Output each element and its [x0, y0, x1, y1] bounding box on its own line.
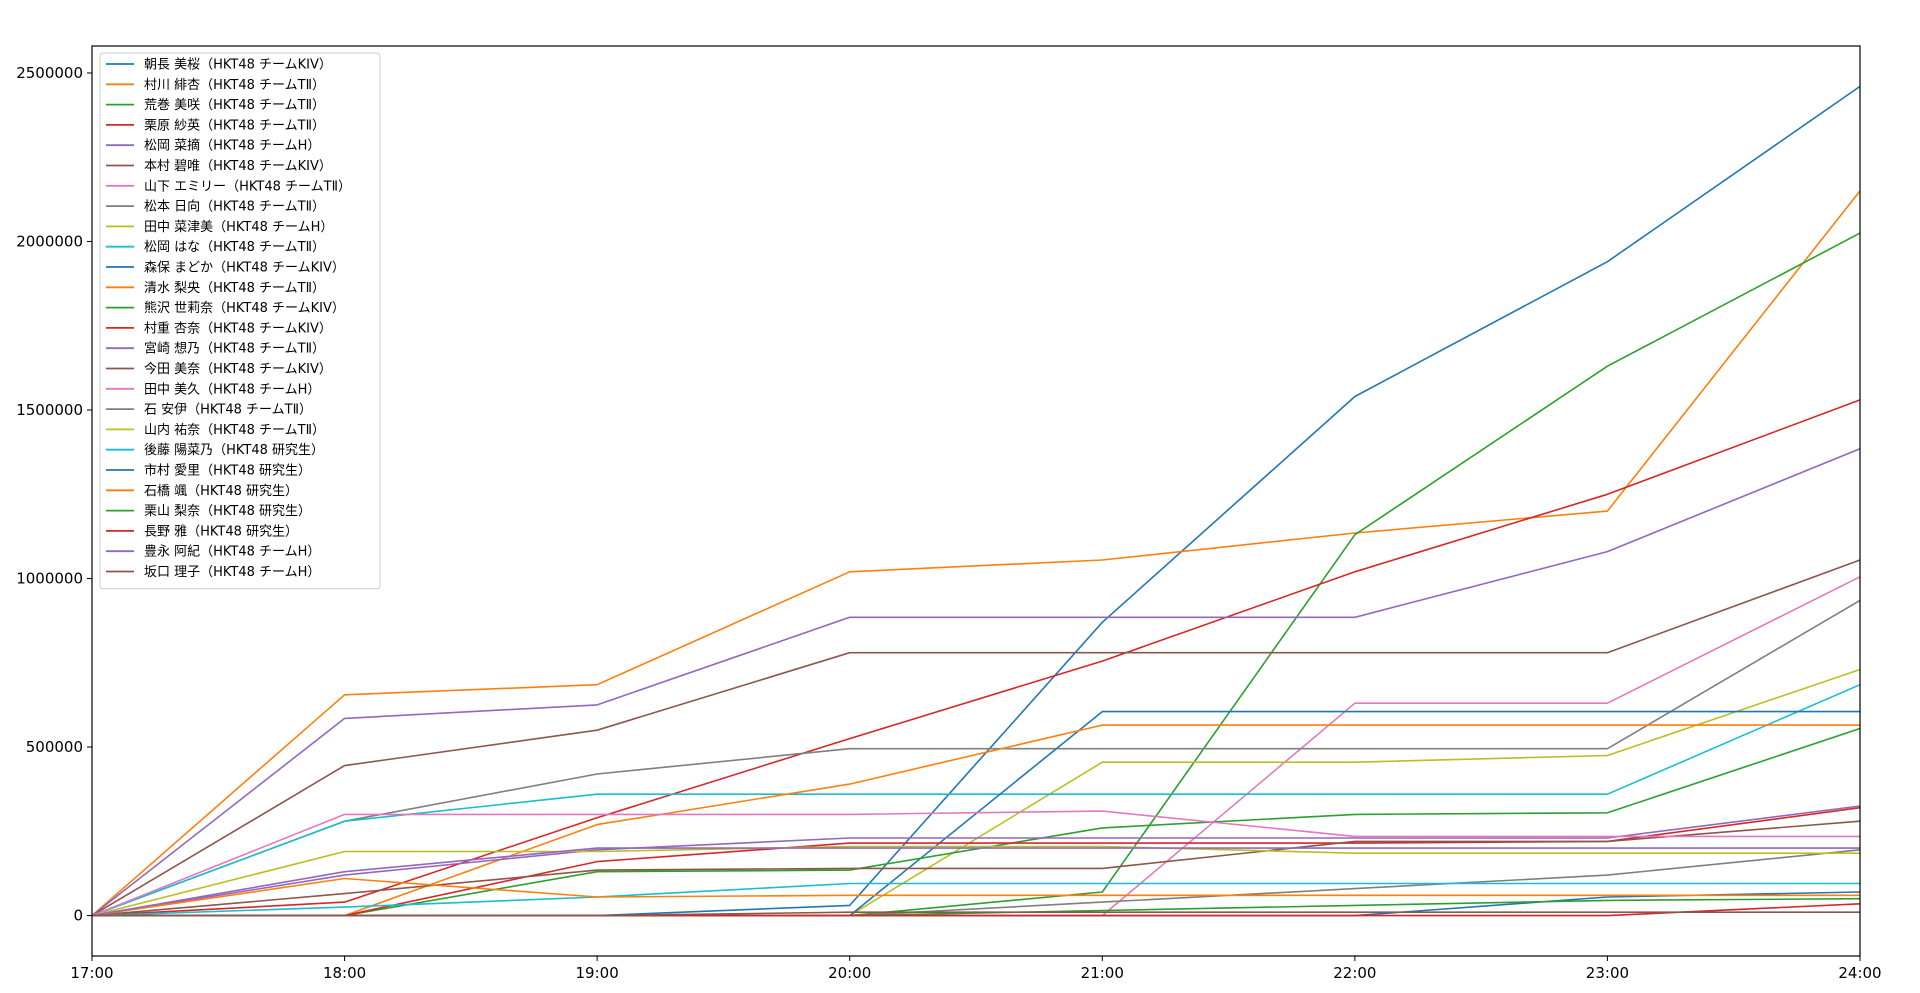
- legend-label: 熊沢 世莉奈（HKT48 チームKIV）: [144, 300, 345, 316]
- x-tick-label: 23:00: [1586, 964, 1629, 982]
- series-line: [91, 190, 1861, 917]
- x-tick-label: 22:00: [1333, 964, 1376, 982]
- series-line: [91, 448, 1861, 917]
- x-tick-label: 20:00: [828, 964, 871, 982]
- series-line: [91, 683, 1861, 917]
- legend-label: 朝長 美桜（HKT48 チームKIV）: [144, 58, 332, 73]
- legend: 朝長 美桜（HKT48 チームKIV） 村川 緋杏（HKT48 チームTⅡ） 荒巻 …: [99, 52, 381, 590]
- series-line: [91, 399, 1861, 917]
- legend-label: 田中 菜津美（HKT48 チームH）: [144, 220, 333, 235]
- series-layer: [91, 85, 1861, 917]
- series-line: [91, 820, 1861, 917]
- legend-label: 松岡 はな（HKT48 チームTⅡ）: [144, 240, 325, 255]
- legend-label: 石 安伊（HKT48 チームTⅡ）: [144, 403, 312, 418]
- x-tick-label: 18:00: [323, 964, 366, 982]
- legend-label: 後藤 陽菜乃（HKT48 研究生）: [144, 443, 324, 458]
- series-line: [92, 724, 1860, 917]
- y-tick-label: 1500000: [16, 401, 83, 419]
- legend-label: 村重 杏奈（HKT48 チームKIV）: [144, 320, 332, 336]
- legend-label: 豊永 阿紀（HKT48 チームH）: [144, 545, 320, 560]
- legend-label: 宮崎 想乃（HKT48 チームTⅡ）: [144, 341, 325, 357]
- y-tick-label: 1000000: [16, 570, 83, 588]
- legend-label: 田中 美久（HKT48 チームH）: [144, 382, 320, 397]
- x-tick-label: 19:00: [576, 964, 619, 982]
- series-line: [91, 845, 1860, 917]
- legend-label: 山内 祐奈（HKT48 チームTⅡ）: [144, 422, 325, 438]
- series-line: [91, 599, 1861, 917]
- legend-label: 清水 梨央（HKT48 チームTⅡ）: [144, 281, 325, 296]
- legend-label: 山下 エミリー（HKT48 チームTⅡ）: [144, 179, 351, 194]
- x-tick-label: 17:00: [70, 964, 113, 982]
- y-tick-label: 500000: [26, 738, 83, 756]
- series-line: [91, 882, 1860, 917]
- y-tick-label: 2000000: [16, 232, 83, 250]
- series-line: [91, 559, 1861, 917]
- legend-label: 今田 美奈（HKT48 チームKIV）: [144, 361, 332, 377]
- legend-label: 坂口 理子（HKT48 チームH）: [144, 565, 320, 580]
- legend-label: 松本 日向（HKT48 チームTⅡ）: [144, 199, 325, 215]
- legend-label: 荒巻 美咲（HKT48 チームTⅡ）: [144, 97, 325, 113]
- x-axis: 17:00 18:00 19:00 20:00 21:00 22:00 23:00 24:00: [70, 956, 1882, 982]
- legend-label: 松岡 菜摘（HKT48 チームH）: [144, 138, 320, 154]
- legend-label: 森保 まどか（HKT48 チームKIV）: [144, 261, 345, 276]
- legend-label: 石橋 颯（HKT48 研究生）: [144, 484, 298, 499]
- legend-box: [99, 52, 381, 590]
- y-axis: 0 500000 1000000 1500000 2000000 2500000: [16, 64, 92, 925]
- series-line: [92, 727, 1861, 917]
- legend-label: 村川 緋杏（HKT48 チームTⅡ）: [144, 78, 325, 93]
- plot-frame: [91, 45, 1861, 957]
- series-line: [92, 911, 1860, 917]
- series-line: [91, 877, 1860, 917]
- legend-label: 市村 愛里（HKT48 研究生）: [144, 463, 311, 479]
- x-tick-label: 24:00: [1838, 964, 1881, 982]
- series-line: [91, 805, 1861, 917]
- series-line: [91, 810, 1860, 917]
- legend-label: 長野 雅（HKT48 研究生）: [144, 524, 298, 539]
- series-line: [91, 847, 1860, 917]
- legend-label: 本村 碧唯（HKT48 チームKIV）: [144, 159, 332, 174]
- y-tick-label: 0: [73, 907, 83, 925]
- y-tick-label: 2500000: [16, 64, 83, 82]
- legend-label: 栗原 紗英（HKT48 チームTⅡ）: [144, 118, 325, 133]
- x-tick-label: 21:00: [1081, 964, 1124, 982]
- legend-label: 栗山 梨奈（HKT48 研究生）: [144, 504, 311, 519]
